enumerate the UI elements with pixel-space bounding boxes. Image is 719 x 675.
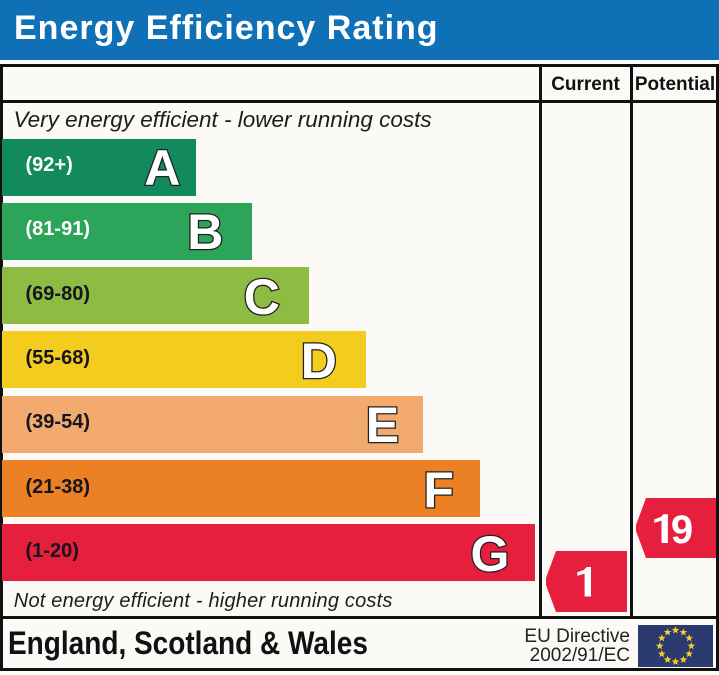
svg-text:9: 9 — [671, 508, 693, 552]
